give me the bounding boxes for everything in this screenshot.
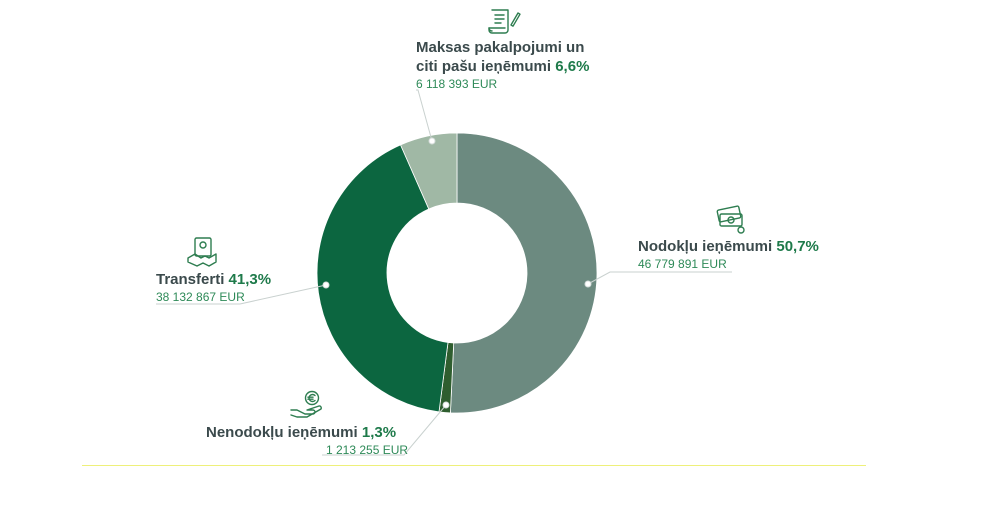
leader-line xyxy=(416,89,433,142)
leader-dot xyxy=(584,280,592,288)
hand-euro-coin-icon xyxy=(290,390,322,418)
donut-slice xyxy=(449,132,598,414)
leader-line xyxy=(156,284,327,305)
label-amount: 38 132 867 EUR xyxy=(156,290,245,304)
label-percent: 41,3% xyxy=(228,271,272,288)
handshake-certificate-icon xyxy=(187,237,217,267)
donut-slice xyxy=(316,144,449,413)
money-bills-icon xyxy=(716,205,745,234)
bottom-divider xyxy=(82,465,866,466)
leader-dot xyxy=(322,281,330,289)
label-nodoklu-ienemumi: Nodokļu ieņēmumi 50,7% 46 779 891 EUR xyxy=(638,237,858,272)
label-name-line1: Maksas pakalpojumi un xyxy=(416,39,585,56)
label-percent: 50,7% xyxy=(776,238,819,255)
label-transferti: Transferti 41,3% 38 132 867 EUR xyxy=(156,270,356,305)
leader-dot xyxy=(442,401,450,409)
label-percent: 6,6% xyxy=(555,58,590,75)
leader-line xyxy=(587,271,732,285)
label-amount: 1 213 255 EUR xyxy=(326,443,409,457)
label-name: Nenodokļu ieņēmumi xyxy=(206,424,358,441)
document-pen-icon xyxy=(488,9,521,34)
label-maksas-pakalpojumi: Maksas pakalpojumi un citi pašu ieņēmumi… xyxy=(416,38,646,92)
label-percent: 1,3% xyxy=(361,424,397,441)
leader-line xyxy=(322,404,447,456)
label-amount: 46 779 891 EUR xyxy=(638,257,727,271)
leader-dot xyxy=(428,137,436,145)
label-name: Transferti xyxy=(156,271,225,288)
label-name: Nodokļu ieņēmumi xyxy=(638,238,773,255)
label-amount: 6 118 393 EUR xyxy=(416,77,498,91)
donut-slice xyxy=(400,132,458,210)
label-name-line2: citi pašu ieņēmumi xyxy=(416,58,552,75)
label-nenodoklu-ienemumi: Nenodokļu ieņēmumi 1,3% 1 213 255 EUR xyxy=(206,423,426,458)
